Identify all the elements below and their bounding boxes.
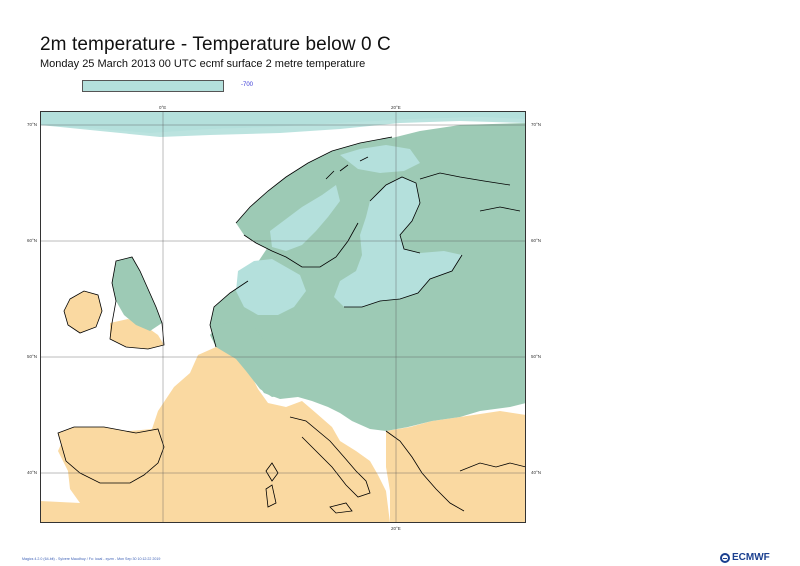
warm-land-balkans: [386, 411, 526, 523]
warm-land-ireland: [64, 291, 102, 333]
warm-land-italy: [290, 417, 370, 497]
warm-land-britain-south: [110, 319, 164, 349]
footer-credits: Magics 4.2.0 (64-bit) - Sylvere Maudhuy …: [22, 557, 161, 561]
cold-sea-barents: [340, 145, 420, 173]
legend-swatch: [82, 80, 224, 92]
ecmwf-logo-icon: [720, 552, 730, 563]
map-canvas[interactable]: [40, 111, 526, 523]
coastlines: [57, 136, 526, 514]
tick-lat-left-50: 50°N: [27, 354, 38, 359]
tick-lat-right-60: 60°N: [531, 238, 542, 243]
map-panel[interactable]: [40, 111, 526, 523]
chart-subtitle: Monday 25 March 2013 00 UTC ecmf surface…: [40, 58, 366, 70]
cold-land-france-north: [210, 321, 286, 397]
tick-lat-right-70: 70°N: [531, 122, 542, 127]
tick-lat-right-50: 50°N: [531, 354, 542, 359]
cold-land-britain: [112, 257, 162, 331]
ecmwf-logo: ECMWF: [720, 552, 770, 563]
cold-sea-north-sea: [236, 259, 306, 315]
tick-lat-left-70: 70°N: [27, 122, 38, 127]
warm-land-iberia: [58, 427, 164, 483]
warm-land-southwest: [58, 341, 390, 523]
tick-lon-bottom-20: 20°E: [391, 526, 401, 531]
warm-land-north-africa: [40, 501, 100, 523]
cold-sea-baltic: [334, 177, 462, 307]
legend-label: -700: [241, 82, 254, 88]
tick-lat-left-60: 60°N: [27, 238, 38, 243]
chart-title: 2m temperature - Temperature below 0 C: [40, 34, 391, 55]
tick-lon-top-0: 0°E: [159, 105, 167, 110]
cold-sea-norwegian: [270, 185, 340, 251]
tick-lat-left-40: 40°N: [27, 470, 38, 475]
arctic-cold-sea-band: [40, 111, 526, 137]
tick-lon-top-20: 20°E: [391, 105, 401, 110]
tick-lat-right-40: 40°N: [531, 470, 542, 475]
map-frame: [40, 111, 526, 523]
graticule: [40, 111, 526, 523]
ecmwf-logo-text: ECMWF: [732, 552, 770, 563]
